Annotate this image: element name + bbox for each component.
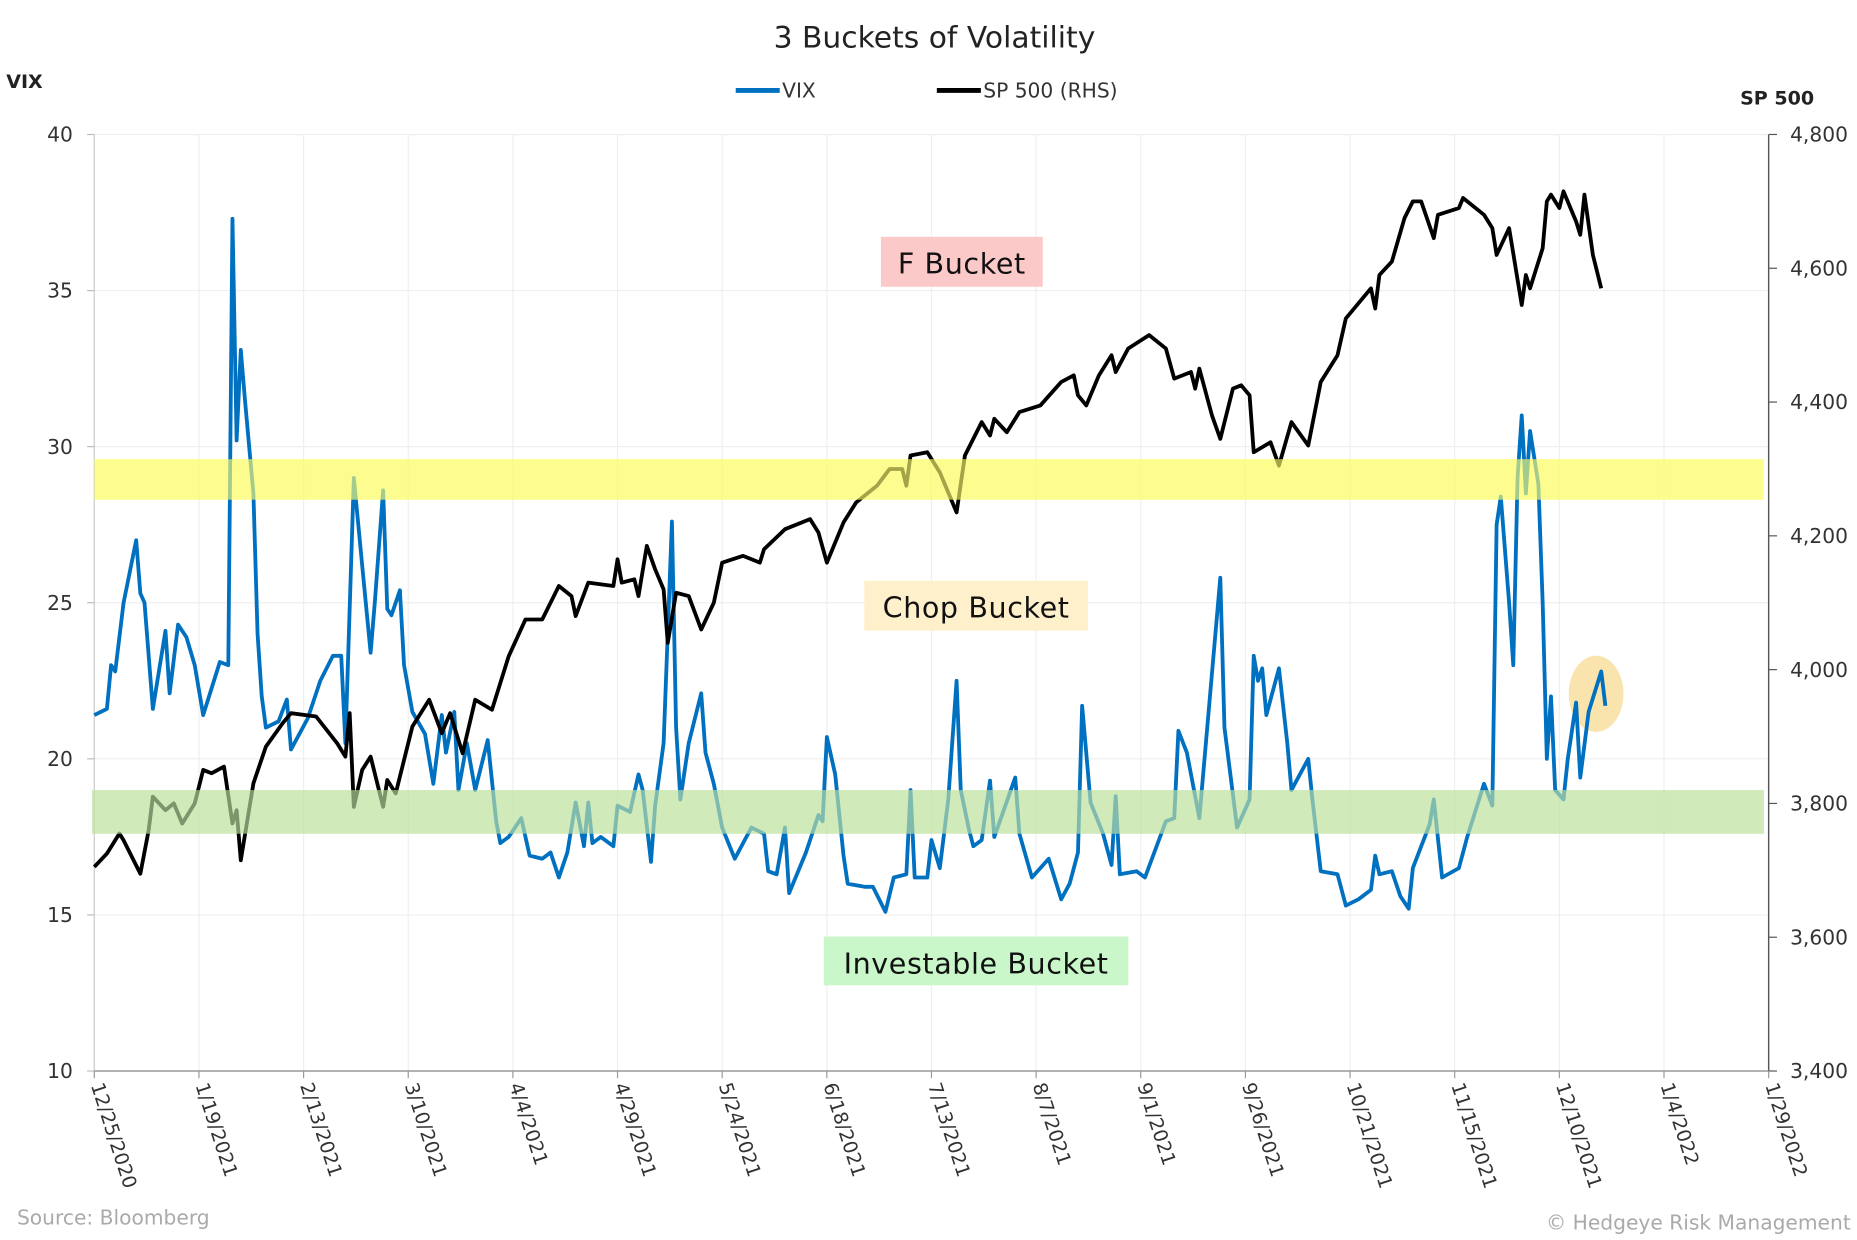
f-bucket-label: F Bucket bbox=[898, 247, 1026, 281]
left-tick-label: 10 bbox=[47, 1059, 73, 1083]
source-note: Source: Bloomberg bbox=[17, 1206, 210, 1230]
x-tick-label: 5/24/2021 bbox=[714, 1080, 765, 1180]
right-axis-label: SP 500 bbox=[1740, 88, 1814, 110]
left-tick-label: 40 bbox=[47, 123, 73, 147]
chop-bucket-label: Chop Bucket bbox=[883, 591, 1070, 625]
x-tick-label: 11/15/2021 bbox=[1446, 1080, 1501, 1191]
x-tick-label: 12/10/2021 bbox=[1551, 1080, 1606, 1191]
right-tick-label: 4,200 bbox=[1790, 524, 1848, 548]
right-tick-label: 4,800 bbox=[1790, 123, 1848, 147]
x-tick-label: 6/18/2021 bbox=[819, 1080, 870, 1180]
legend: VIX SP 500 (RHS) bbox=[735, 79, 1118, 103]
x-tick-label: 12/25/2020 bbox=[86, 1080, 141, 1191]
x-tick-label: 1/4/2022 bbox=[1656, 1080, 1703, 1168]
right-tick-label: 4,000 bbox=[1790, 658, 1848, 682]
x-tick-label: 3/10/2021 bbox=[400, 1080, 451, 1180]
x-tick-label: 1/29/2022 bbox=[1760, 1080, 1811, 1180]
x-tick-label: 9/1/2021 bbox=[1132, 1080, 1179, 1168]
x-tick-label: 8/7/2021 bbox=[1028, 1080, 1075, 1168]
right-axis-ticks: 3,400 3,600 3,800 4,000 4,200 4,400 4,600 4,800 bbox=[1768, 123, 1848, 1083]
legend-label-vix: VIX bbox=[782, 79, 816, 103]
chart-title: 3 Buckets of Volatility bbox=[774, 21, 1096, 56]
f-bucket-box bbox=[880, 236, 1043, 287]
left-tick-label: 20 bbox=[47, 747, 73, 771]
investable-bucket-label: Investable Bucket bbox=[844, 946, 1109, 980]
x-axis-ticks: 12/25/2020 1/19/2021 2/13/2021 3/10/2021 4/4… bbox=[86, 1071, 1811, 1191]
left-tick-label: 25 bbox=[47, 591, 73, 615]
investable-threshold-band-overlay bbox=[91, 790, 1764, 834]
chop-bucket-box bbox=[864, 580, 1088, 631]
right-tick-label: 3,800 bbox=[1790, 792, 1848, 816]
left-tick-label: 30 bbox=[47, 435, 73, 459]
right-tick-label: 3,600 bbox=[1790, 925, 1848, 949]
left-tick-label: 35 bbox=[47, 279, 73, 303]
left-axis-label: VIX bbox=[6, 71, 43, 93]
x-tick-label: 4/4/2021 bbox=[505, 1080, 552, 1168]
legend-label-sp500: SP 500 (RHS) bbox=[983, 79, 1117, 103]
sp500-line bbox=[92, 189, 1604, 876]
left-axis-ticks: 10 15 20 25 30 35 40 bbox=[47, 123, 95, 1083]
f-bucket-threshold-band-overlay bbox=[94, 459, 1764, 500]
x-tick-label: 4/29/2021 bbox=[609, 1080, 660, 1180]
right-tick-label: 3,400 bbox=[1790, 1059, 1848, 1083]
x-tick-label: 2/13/2021 bbox=[295, 1080, 346, 1180]
left-tick-label: 15 bbox=[47, 903, 73, 927]
vix-line bbox=[93, 216, 1608, 914]
x-tick-label: 9/26/2021 bbox=[1237, 1080, 1288, 1180]
investable-bucket-box bbox=[823, 936, 1129, 986]
x-tick-label: 7/13/2021 bbox=[923, 1080, 974, 1180]
right-tick-label: 4,400 bbox=[1790, 390, 1848, 414]
x-tick-label: 1/19/2021 bbox=[191, 1080, 242, 1180]
x-tick-label: 10/21/2021 bbox=[1342, 1080, 1397, 1191]
copyright-note: © Hedgeye Risk Management bbox=[1546, 1210, 1851, 1234]
bucket-labels: F Bucket Chop Bucket Investable Bucket bbox=[823, 236, 1129, 986]
right-tick-label: 4,600 bbox=[1790, 256, 1848, 280]
